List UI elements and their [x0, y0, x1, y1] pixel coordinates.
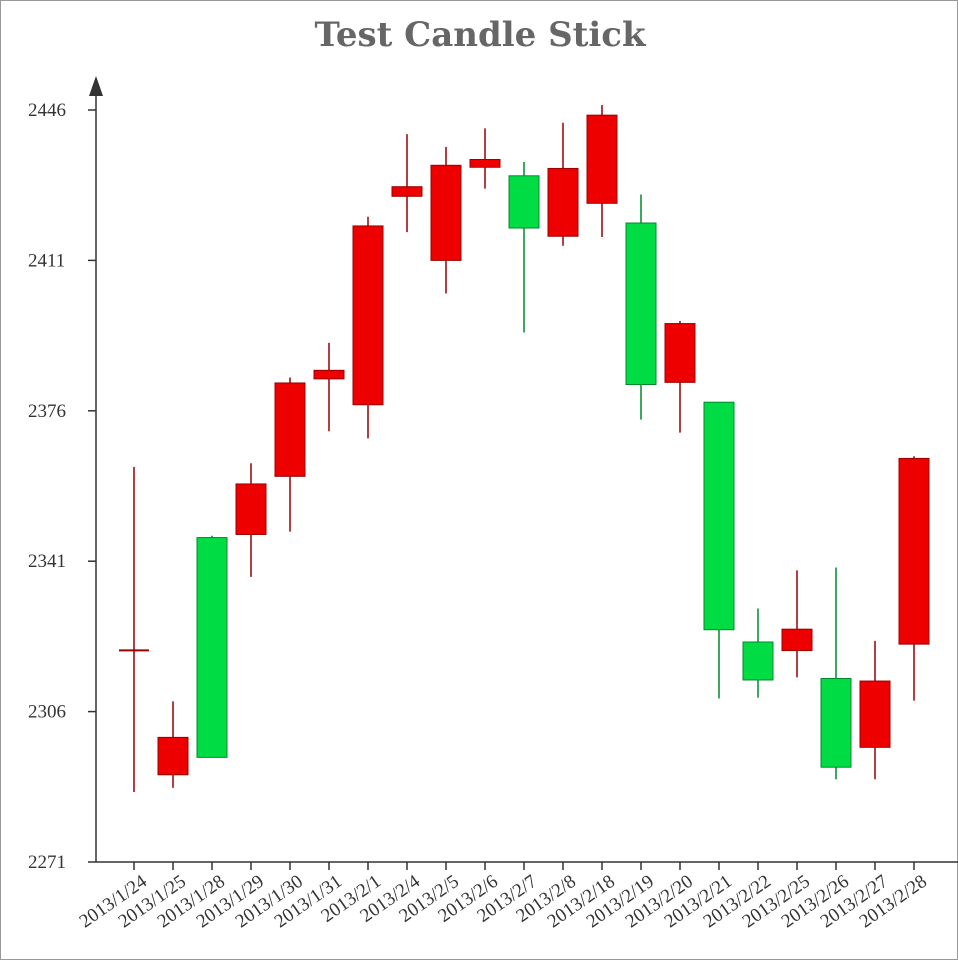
candle: [586, 105, 618, 237]
y-tick-label: 2411: [28, 250, 65, 271]
candle: [274, 377, 306, 532]
y-axis-arrow-icon: [89, 76, 103, 96]
y-axis-ticks: 2271 2306 2341 2376 2411 2446: [28, 100, 96, 873]
candle: [391, 134, 423, 233]
candle-body: [781, 628, 813, 652]
candle: [508, 162, 540, 333]
candle-body: [196, 537, 228, 758]
candle: [352, 216, 384, 439]
candle: [469, 128, 501, 189]
candle: [781, 570, 813, 678]
chart-axes: [89, 76, 958, 863]
candles: [119, 105, 930, 792]
candle: [859, 640, 891, 780]
y-tick-label: 2376: [28, 401, 66, 422]
candle-body: [859, 680, 891, 748]
candle-body: [391, 186, 423, 197]
candle-body: [508, 175, 540, 229]
candle: [119, 466, 149, 792]
y-tick-label: 2446: [28, 100, 66, 121]
candle: [898, 456, 930, 701]
candle-body: [547, 167, 579, 237]
candle-body: [703, 401, 735, 631]
candle: [313, 342, 345, 432]
candle-body: [274, 382, 306, 477]
candle-body: [235, 483, 267, 535]
candle-body: [469, 159, 501, 168]
candle: [625, 194, 657, 420]
y-tick-label: 2341: [28, 551, 66, 572]
y-tick-label: 2306: [28, 702, 66, 723]
candle: [820, 567, 852, 780]
candle: [547, 122, 579, 246]
candle: [742, 608, 774, 698]
candle: [196, 535, 228, 758]
candle-body: [157, 736, 189, 776]
candle: [157, 701, 189, 788]
candle: [703, 401, 735, 699]
candle: [235, 463, 267, 577]
candle: [664, 320, 696, 433]
candle-body: [898, 457, 930, 645]
candle-body: [430, 164, 462, 261]
candle-body: [664, 323, 696, 383]
candle-body: [313, 369, 345, 380]
x-axis-ticks: 2013/1/242013/1/252013/1/282013/1/292013…: [76, 862, 931, 932]
candle-body: [352, 225, 384, 406]
candle-body: [742, 641, 774, 681]
candle: [430, 146, 462, 294]
candle-body: [625, 222, 657, 386]
candle-body: [820, 678, 852, 768]
chart-title: Test Candle Stick: [314, 15, 646, 55]
candle-body: [586, 114, 618, 204]
y-tick-label: 2271: [28, 852, 66, 873]
